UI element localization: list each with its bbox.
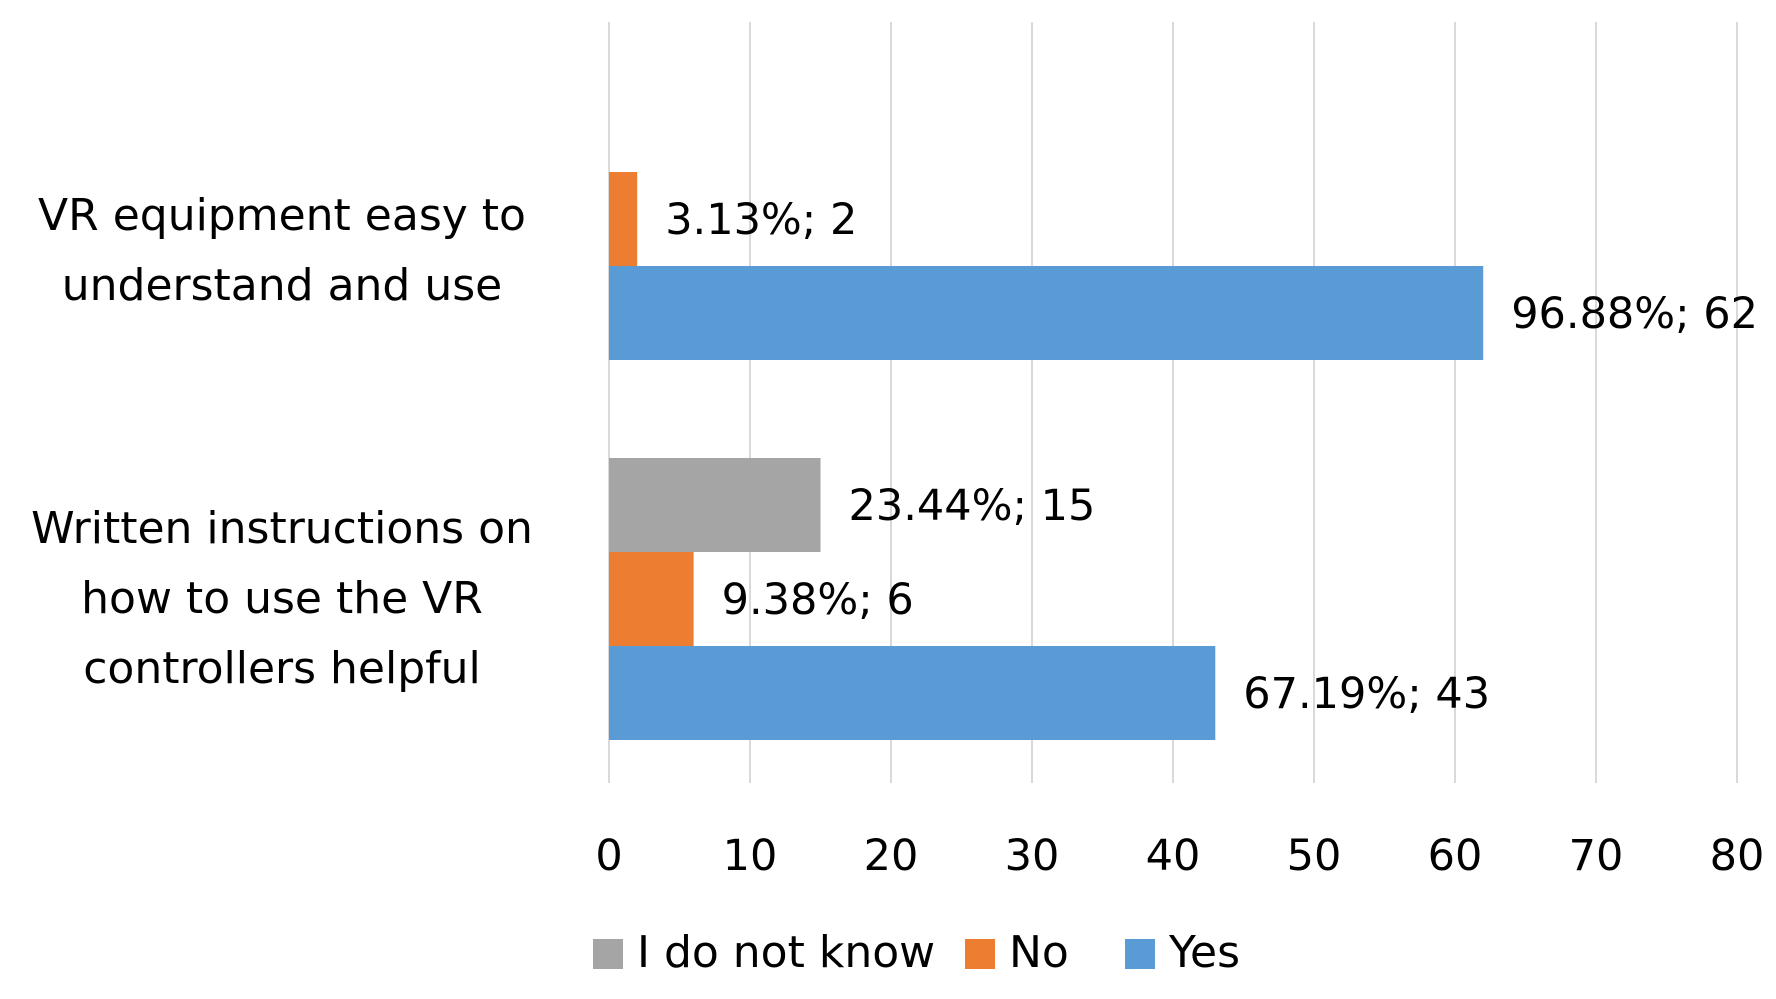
data-labels: 3.13%; 2 96.88%; 62 23.44%; 15 9.38%; 6 67.1… bbox=[665, 195, 1758, 719]
data-label-yes-cat1: 96.88%; 62 bbox=[1511, 289, 1758, 339]
bar-yes-cat2 bbox=[609, 646, 1216, 740]
legend-swatch-no bbox=[965, 939, 995, 969]
data-label-yes-cat2: 67.19%; 43 bbox=[1243, 669, 1490, 719]
gridlines bbox=[608, 22, 1738, 783]
x-tick-label-10: 10 bbox=[723, 831, 778, 881]
data-label-no-cat1: 3.13%; 2 bbox=[665, 195, 857, 245]
x-tick-label-80: 80 bbox=[1710, 831, 1765, 881]
x-tick-label-50: 50 bbox=[1287, 831, 1342, 881]
x-tick-label-20: 20 bbox=[864, 831, 919, 881]
x-tick-label-60: 60 bbox=[1428, 831, 1483, 881]
legend-swatch-yes bbox=[1125, 939, 1155, 969]
x-tick-label-40: 40 bbox=[1146, 831, 1201, 881]
x-axis-tick-labels: 0 10 20 30 40 50 60 70 80 bbox=[595, 831, 1764, 881]
x-tick-label-0: 0 bbox=[595, 831, 622, 881]
x-tick-label-70: 70 bbox=[1569, 831, 1624, 881]
category-labels: VR equipment easy to understand and use Wr… bbox=[31, 190, 533, 694]
data-label-i-do-not-know-cat2: 23.44%; 15 bbox=[849, 481, 1096, 531]
legend-label-yes: Yes bbox=[1168, 927, 1240, 978]
x-tick-label-30: 30 bbox=[1005, 831, 1060, 881]
bar-no-cat2 bbox=[609, 552, 694, 646]
bar-i-do-not-know-cat2 bbox=[609, 458, 821, 552]
bar-yes-cat1 bbox=[609, 266, 1484, 360]
bars bbox=[609, 172, 1484, 740]
legend: I do not know No Yes bbox=[593, 927, 1240, 978]
category-label-2: Written instructions on how to use the VR… bbox=[31, 503, 533, 694]
category-label-1: VR equipment easy to understand and use bbox=[38, 190, 526, 311]
data-label-no-cat2: 9.38%; 6 bbox=[722, 575, 914, 625]
legend-label-i-do-not-know: I do not know bbox=[637, 927, 935, 978]
legend-swatch-i-do-not-know bbox=[593, 939, 623, 969]
legend-label-no: No bbox=[1009, 927, 1069, 978]
bar-no-cat1 bbox=[609, 172, 638, 266]
